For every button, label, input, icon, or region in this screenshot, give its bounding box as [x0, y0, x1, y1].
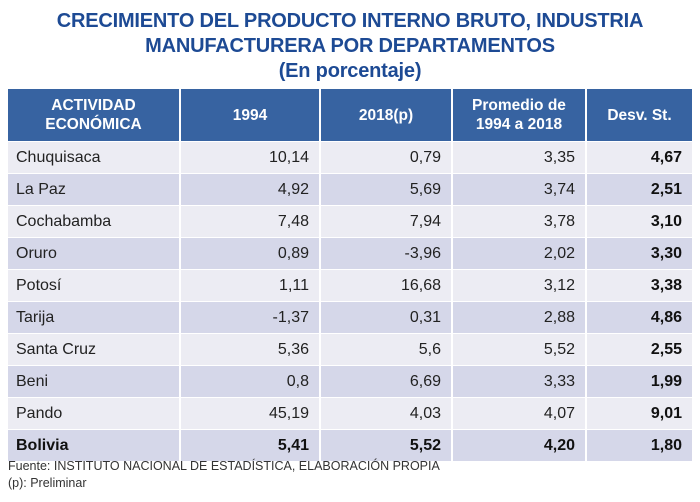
table-row: Bolivia 5,41 5,52 4,20 1,80	[8, 429, 692, 461]
header-2018: 2018(p)	[320, 89, 453, 142]
cell-promedio: 3,12	[452, 269, 587, 302]
cell-department: La Paz	[8, 173, 181, 206]
footer: Fuente: INSTITUTO NACIONAL DE ESTADÍSTIC…	[8, 458, 440, 492]
cell-2018: -3,96	[320, 237, 453, 270]
cell-1994: 1,11	[180, 269, 321, 302]
cell-1994: 0,89	[180, 237, 321, 270]
cell-desv: 9,01	[586, 397, 692, 430]
cell-desv: 2,55	[586, 333, 692, 366]
cell-department: Chuquisaca	[8, 141, 181, 174]
cell-promedio: 4,20	[452, 429, 587, 461]
cell-department: Bolivia	[8, 429, 181, 461]
cell-2018: 5,6	[320, 333, 453, 366]
cell-desv: 1,80	[586, 429, 692, 461]
cell-promedio: 4,07	[452, 397, 587, 430]
preliminary-note: (p): Preliminar	[8, 476, 87, 490]
cell-desv: 3,38	[586, 269, 692, 302]
table-row: Potosí 1,11 16,68 3,12 3,38	[8, 269, 692, 302]
cell-department: Tarija	[8, 301, 181, 334]
cell-1994: 0,8	[180, 365, 321, 398]
header-desv: Desv. St.	[586, 89, 692, 142]
cell-promedio: 2,02	[452, 237, 587, 270]
header-promedio: Promedio de 1994 a 2018	[452, 89, 587, 142]
page-title: CRECIMIENTO DEL PRODUCTO INTERNO BRUTO, …	[0, 9, 700, 84]
title-line-1: CRECIMIENTO DEL PRODUCTO INTERNO BRUTO, …	[56, 10, 644, 32]
cell-promedio: 3,78	[452, 205, 587, 238]
cell-department: Potosí	[8, 269, 181, 302]
cell-2018: 6,69	[320, 365, 453, 398]
cell-desv: 3,30	[586, 237, 692, 270]
cell-2018: 5,69	[320, 173, 453, 206]
cell-1994: 7,48	[180, 205, 321, 238]
title-line-2: MANUFACTURERA POR DEPARTAMENTOS	[145, 35, 555, 57]
cell-desv: 4,86	[586, 301, 692, 334]
cell-1994: 4,92	[180, 173, 321, 206]
cell-promedio: 2,88	[452, 301, 587, 334]
cell-desv: 1,99	[586, 365, 692, 398]
cell-promedio: 3,33	[452, 365, 587, 398]
table-row: Chuquisaca 10,14 0,79 3,35 4,67	[8, 141, 692, 174]
cell-2018: 7,94	[320, 205, 453, 238]
header-1994: 1994	[180, 89, 321, 142]
cell-promedio: 3,35	[452, 141, 587, 174]
cell-2018: 4,03	[320, 397, 453, 430]
table-row: Oruro 0,89 -3,96 2,02 3,30	[8, 237, 692, 270]
cell-department: Oruro	[8, 237, 181, 270]
cell-2018: 0,79	[320, 141, 453, 174]
cell-department: Cochabamba	[8, 205, 181, 238]
table-row: Cochabamba 7,48 7,94 3,78 3,10	[8, 205, 692, 238]
source-note: Fuente: INSTITUTO NACIONAL DE ESTADÍSTIC…	[8, 459, 440, 473]
cell-1994: 45,19	[180, 397, 321, 430]
cell-department: Pando	[8, 397, 181, 430]
cell-1994: 10,14	[180, 141, 321, 174]
table-header-row: ACTIVIDAD ECONÓMICA 1994 2018(p) Promedio…	[8, 89, 692, 142]
cell-2018: 0,31	[320, 301, 453, 334]
table-row: La Paz 4,92 5,69 3,74 2,51	[8, 173, 692, 206]
cell-promedio: 5,52	[452, 333, 587, 366]
cell-department: Beni	[8, 365, 181, 398]
cell-department: Santa Cruz	[8, 333, 181, 366]
table-row: Santa Cruz 5,36 5,6 5,52 2,55	[8, 333, 692, 366]
table-row: Tarija -1,37 0,31 2,88 4,86	[8, 301, 692, 334]
cell-desv: 4,67	[586, 141, 692, 174]
data-table: ACTIVIDAD ECONÓMICA 1994 2018(p) Promedio…	[8, 89, 692, 461]
cell-promedio: 3,74	[452, 173, 587, 206]
cell-1994: 5,36	[180, 333, 321, 366]
cell-2018: 16,68	[320, 269, 453, 302]
header-actividad: ACTIVIDAD ECONÓMICA	[8, 89, 181, 142]
cell-1994: -1,37	[180, 301, 321, 334]
cell-2018: 5,52	[320, 429, 453, 461]
table-row: Beni 0,8 6,69 3,33 1,99	[8, 365, 692, 398]
cell-1994: 5,41	[180, 429, 321, 461]
table-row: Pando 45,19 4,03 4,07 9,01	[8, 397, 692, 430]
title-subtitle: (En porcentaje)	[278, 60, 422, 82]
cell-desv: 2,51	[586, 173, 692, 206]
cell-desv: 3,10	[586, 205, 692, 238]
